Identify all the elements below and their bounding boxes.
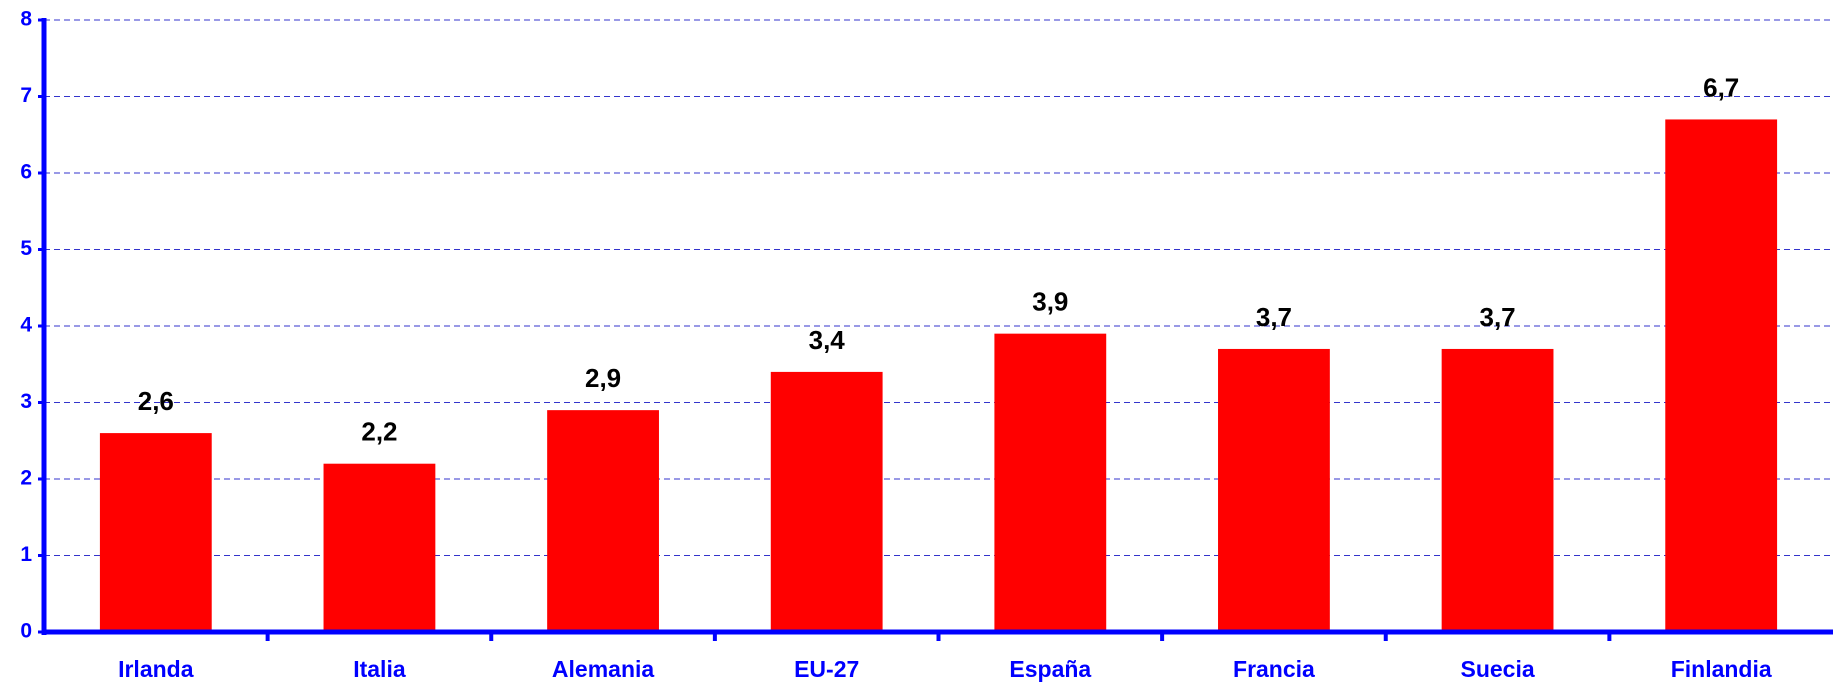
value-label: 3,9 xyxy=(1032,287,1068,317)
value-label: 3,4 xyxy=(809,325,846,355)
y-tick-label: 2 xyxy=(20,467,32,490)
x-tick-label: EU-27 xyxy=(794,656,859,682)
y-tick-label: 5 xyxy=(20,237,32,260)
x-tick-label: Suecia xyxy=(1460,656,1534,682)
bar xyxy=(1218,348,1330,632)
y-tick-label: 0 xyxy=(20,620,32,643)
value-label: 2,9 xyxy=(585,363,621,393)
x-tick-label: Alemania xyxy=(552,656,654,682)
y-tick-label: 8 xyxy=(20,8,32,31)
bar xyxy=(1665,119,1778,632)
y-tick-label: 7 xyxy=(20,84,32,107)
value-label: 3,7 xyxy=(1256,302,1292,332)
bar xyxy=(323,463,436,632)
value-label: 6,7 xyxy=(1703,72,1739,102)
x-tick-label: Finlandia xyxy=(1671,656,1772,682)
x-tick-label: Irlanda xyxy=(118,656,194,682)
bar xyxy=(547,410,659,632)
bar xyxy=(1441,348,1554,632)
y-tick-label: 3 xyxy=(20,390,32,413)
value-label: 3,7 xyxy=(1479,302,1515,332)
y-tick-label: 4 xyxy=(20,314,32,337)
x-tick-label: España xyxy=(1009,656,1091,682)
value-label: 2,2 xyxy=(361,417,397,447)
bar xyxy=(99,433,212,632)
bar xyxy=(994,333,1107,632)
x-tick-label: Francia xyxy=(1233,656,1315,682)
x-tick-label: Italia xyxy=(353,656,406,682)
bar xyxy=(770,371,883,632)
y-tick-label: 6 xyxy=(20,161,32,184)
value-label: 2,6 xyxy=(138,386,174,416)
y-tick-label: 1 xyxy=(20,543,32,566)
